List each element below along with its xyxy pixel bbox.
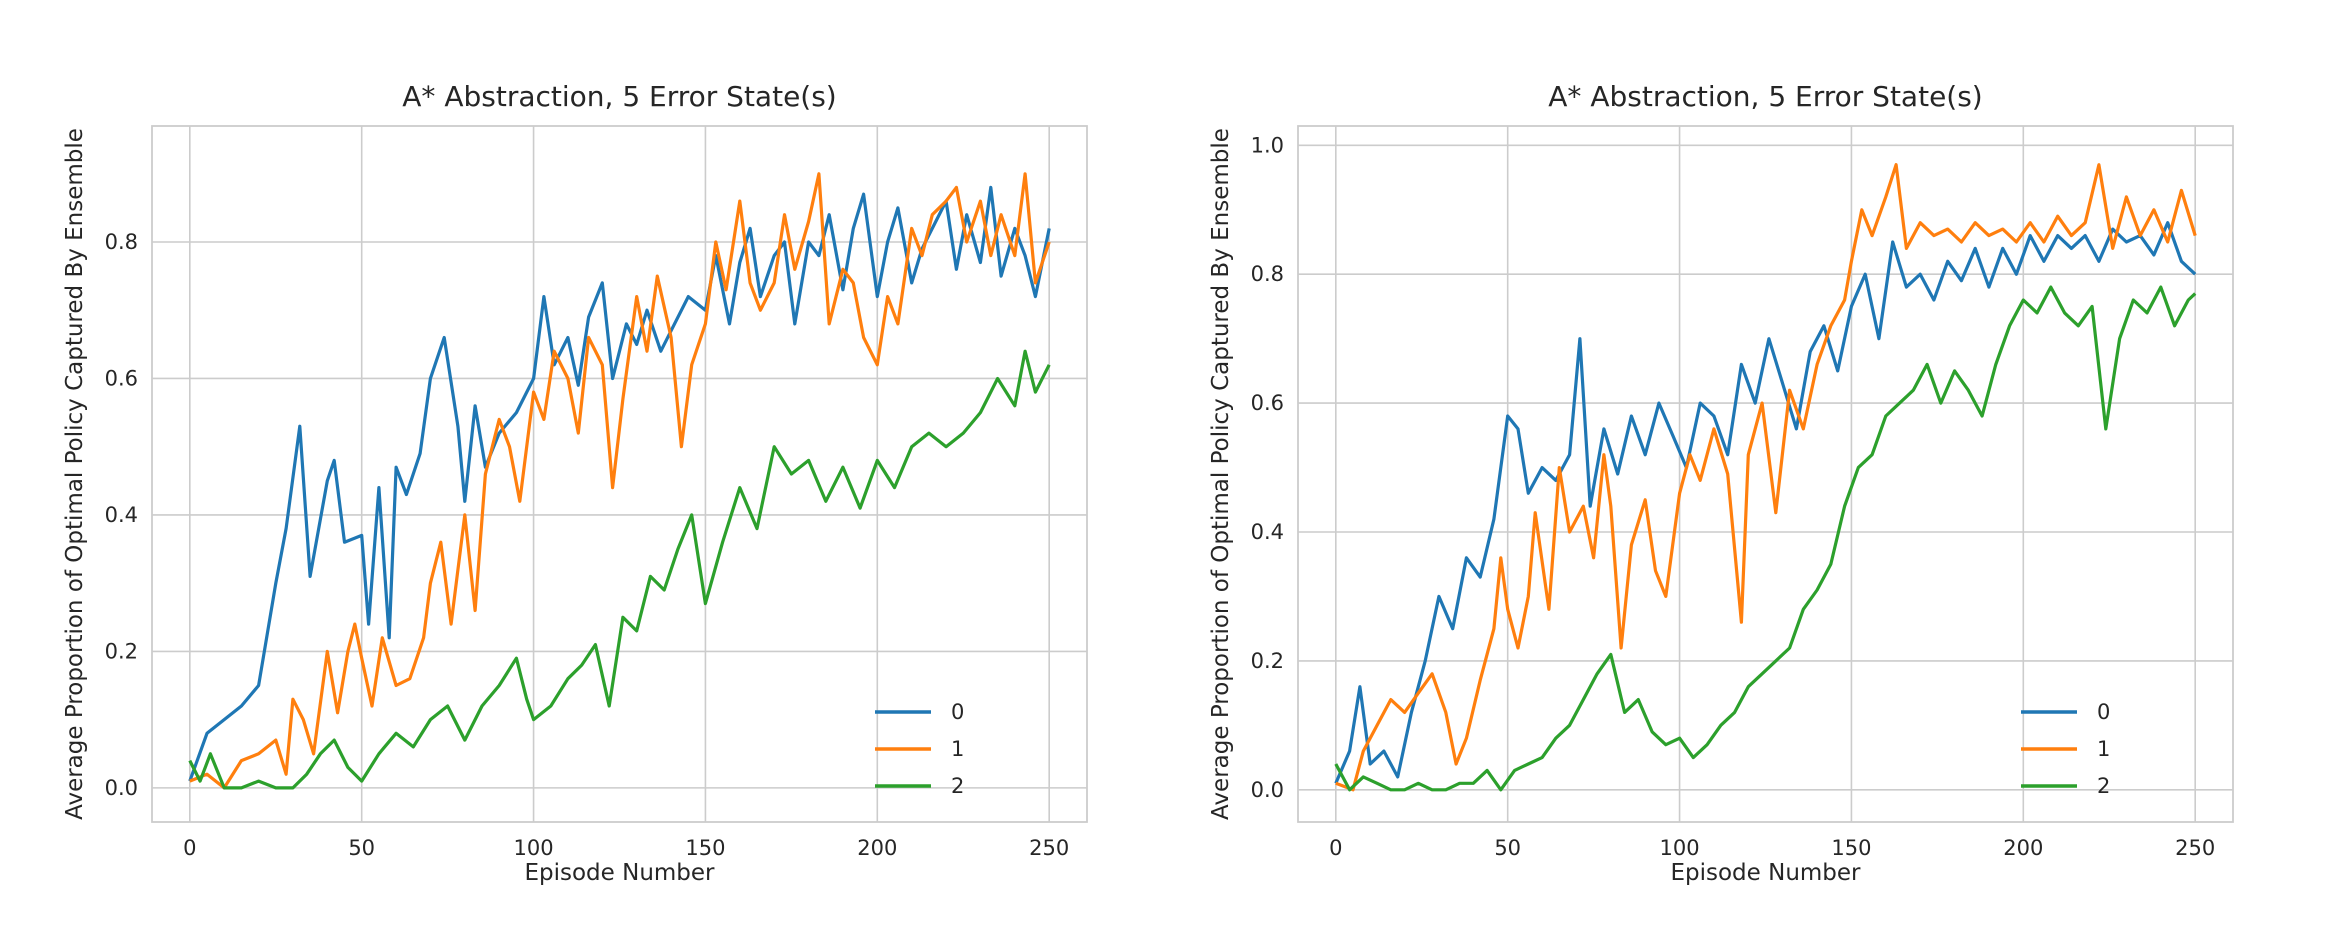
chart-panel-1: 0 50 100 150 200 250 0.0 0.2 0.4 0.6 0.8 A* Abstrac… [62,80,1088,886]
plot-frame [1297,125,2234,823]
series-line-1 [1335,163,2197,792]
chart-title: A* Abstraction, 5 Error State(s) [1548,80,1982,113]
x-tick-label: 200 [2003,836,2043,860]
plot-frame [151,125,1088,823]
x-tick-label: 100 [1660,836,1700,860]
x-tick-label: 150 [1831,836,1871,860]
legend-label-0: 0 [2097,700,2110,724]
y-axis-label: Average Proportion of Optimal Policy Cap… [62,128,88,820]
x-axis-label: Episode Number [524,860,715,886]
legend-label-0: 0 [951,700,964,724]
x-tick-label: 0 [183,836,196,860]
legend-label-1: 1 [951,737,964,761]
x-tick-label: 250 [2175,836,2215,860]
legend: 0 1 2 [875,700,964,798]
y-tick-label: 0.2 [105,639,138,663]
series-line-0 [1334,221,2197,784]
y-tick-label: 0.6 [1251,391,1284,415]
plot-area [1298,126,2233,822]
y-tick-label: 0.8 [105,230,138,254]
x-tick-label: 50 [1494,836,1521,860]
chart-title: A* Abstraction, 5 Error State(s) [402,80,836,113]
y-tick-label: 0.4 [105,503,138,527]
legend-label-1: 1 [2097,737,2110,761]
series-line-2 [1334,285,2197,792]
y-tick-label: 0.8 [1251,262,1284,286]
series-line-1 [189,172,1051,790]
x-tick-label: 150 [685,836,725,860]
x-tick-label: 0 [1329,836,1342,860]
y-tick-label: 0.0 [1251,778,1284,802]
x-tick-label: 100 [514,836,554,860]
legend-label-2: 2 [951,774,964,798]
legend: 0 1 2 [2021,700,2110,798]
x-axis-label: Episode Number [1670,860,1861,886]
y-tick-label: 1.0 [1251,133,1284,157]
chart-panel-2: 0 50 100 150 200 250 0.0 0.2 0.4 0.6 0.8 1.0 A* Abst… [1208,80,2234,886]
series-line-2 [188,349,1051,790]
y-tick-label: 0.2 [1251,649,1284,673]
x-tick-label: 50 [348,836,375,860]
y-tick-label: 0.6 [105,366,138,390]
y-tick-label: 0.4 [1251,520,1284,544]
y-axis-label: Average Proportion of Optimal Policy Cap… [1208,128,1234,820]
y-tick-label: 0.0 [105,776,138,800]
x-tick-label: 250 [1029,836,1069,860]
legend-label-2: 2 [2097,774,2110,798]
x-tick-label: 200 [857,836,897,860]
